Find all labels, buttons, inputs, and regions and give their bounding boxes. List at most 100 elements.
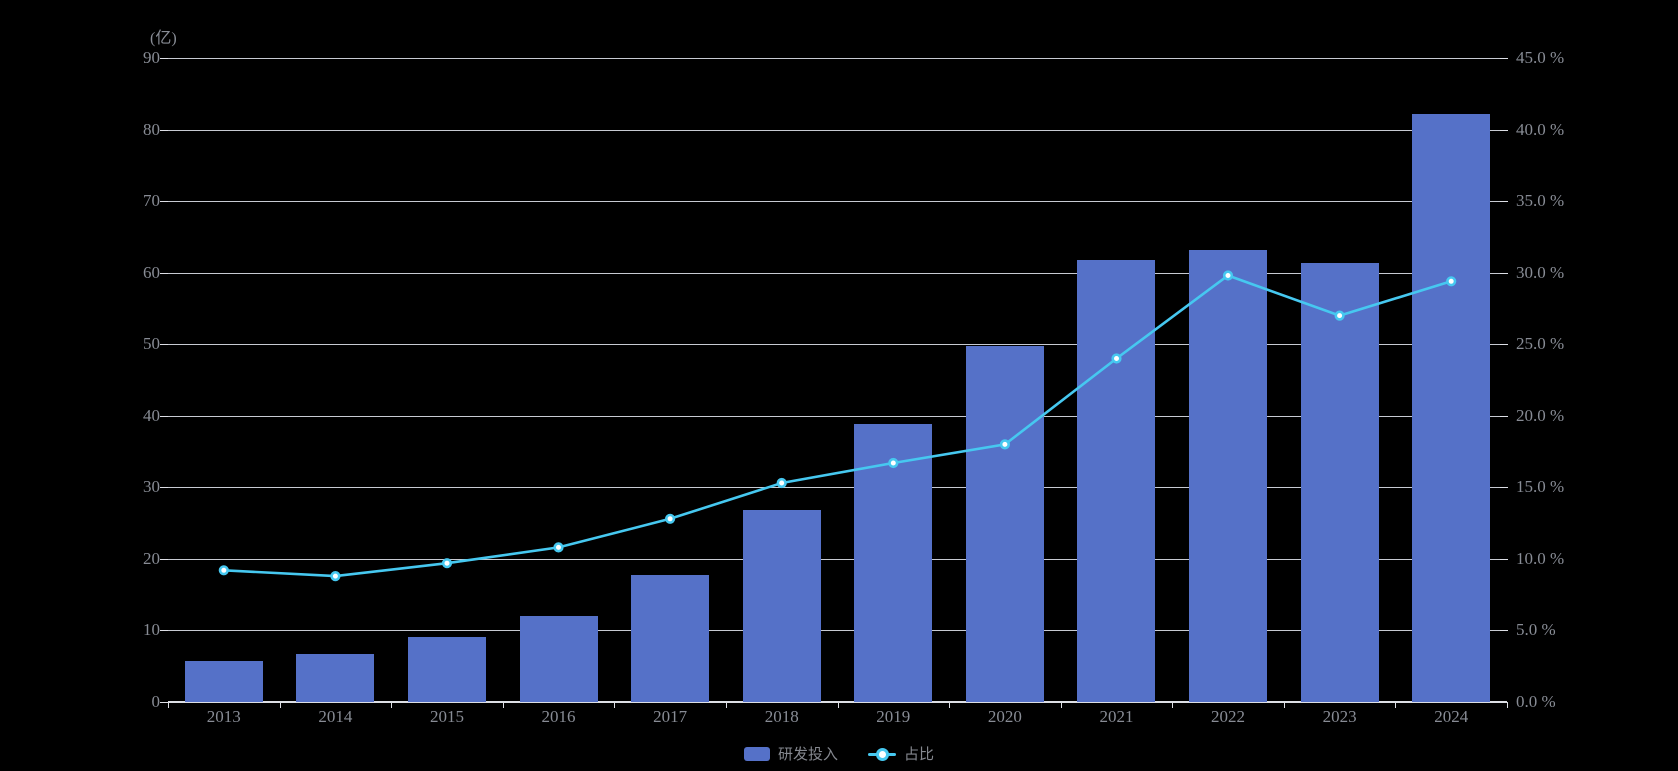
left-axis-tick [160, 702, 168, 703]
right-axis-tick [1500, 58, 1508, 59]
left-axis-tick [160, 129, 168, 131]
left-axis-tick-label: 80 [143, 119, 160, 139]
bar-2022[interactable] [1189, 249, 1268, 702]
left-axis-tick [160, 487, 168, 489]
right-axis-tick [1500, 415, 1508, 417]
ratio-point-2022[interactable] [1222, 270, 1234, 281]
right-axis-tick-label: 10.0 % [1516, 548, 1565, 568]
gridline [168, 558, 1507, 560]
bar-2016[interactable] [519, 616, 598, 702]
left-axis-tick [160, 58, 168, 59]
legend-item-bar-series[interactable]: 研发投入 [743, 743, 838, 764]
right-axis-tick [1500, 129, 1508, 131]
left-axis-tick-label: 0 [151, 692, 161, 711]
right-axis-tick [1500, 558, 1508, 560]
gridline [168, 58, 1507, 59]
x-axis-tick [279, 702, 281, 708]
left-axis-tick-label: 10 [143, 620, 160, 640]
legend-item-line-series[interactable]: 占比 [868, 743, 934, 764]
right-axis-tick-label: 40.0 % [1516, 119, 1565, 139]
right-axis-tick [1500, 272, 1508, 274]
ratio-point-2021[interactable] [1111, 353, 1122, 364]
left-axis-tick [160, 630, 168, 632]
x-axis-tick [391, 702, 393, 708]
bar-2020[interactable] [965, 346, 1044, 702]
bar-series-swatch-icon [743, 746, 770, 761]
bar-2018[interactable] [742, 510, 821, 702]
x-axis-tick [168, 702, 169, 708]
gridline [168, 201, 1507, 203]
x-axis-tick [1395, 702, 1397, 708]
x-axis-category-label: 2023 [1322, 707, 1357, 726]
right-axis-tick-label: 45.0 % [1516, 48, 1565, 67]
left-axis-tick-label: 50 [143, 334, 160, 354]
gridline [168, 272, 1507, 274]
bar-2014[interactable] [296, 654, 375, 702]
ratio-point-2020[interactable] [999, 439, 1011, 450]
ratio-point-2013[interactable] [218, 565, 229, 576]
legend-label-bar-series: 研发投入 [777, 747, 838, 763]
right-axis-tick-label: 5.0 % [1516, 620, 1556, 640]
ratio-point-2024[interactable] [1446, 276, 1457, 287]
x-axis-category-label: 2016 [541, 707, 576, 726]
gridline [168, 487, 1507, 489]
left-axis-tick-label: 20 [143, 548, 160, 568]
legend-label-line-series: 占比 [904, 747, 935, 763]
right-axis-tick [1500, 487, 1508, 489]
left-axis-tick [160, 415, 168, 417]
bar-2015[interactable] [407, 636, 486, 702]
right-axis-tick [1500, 201, 1508, 203]
gridline [168, 415, 1507, 417]
left-axis-tick [160, 272, 168, 274]
ratio-point-2019[interactable] [888, 457, 899, 469]
x-axis-tick [725, 702, 727, 708]
gridline [168, 129, 1507, 131]
left-axis-tick [160, 344, 168, 346]
x-axis-tick [502, 702, 504, 708]
ratio-line [223, 274, 1452, 578]
x-axis-tick [1283, 702, 1285, 708]
left-axis-tick-label: 40 [143, 405, 160, 425]
x-axis-category-label: 2019 [876, 707, 911, 726]
right-axis-tick-label: 35.0 % [1516, 191, 1565, 211]
bar-2013[interactable] [184, 661, 263, 702]
left-axis-tick-label: 30 [143, 477, 160, 497]
x-axis-category-label: 2022 [1211, 707, 1246, 726]
right-axis-tick-label: 15.0 % [1516, 477, 1565, 497]
left-axis-tick-label: 60 [143, 262, 160, 282]
right-axis-tick [1500, 344, 1508, 346]
ratio-point-2023[interactable] [1334, 310, 1345, 321]
bar-2017[interactable] [631, 575, 710, 702]
x-axis-tick [837, 702, 839, 708]
x-axis-category-label: 2013 [206, 707, 241, 726]
gridline [168, 630, 1507, 632]
ratio-point-2017[interactable] [665, 513, 676, 524]
right-axis-tick-label: 0.0 % [1516, 692, 1556, 711]
x-axis-tick [1060, 702, 1062, 708]
ratio-point-2016[interactable] [553, 542, 564, 553]
x-axis-category-label: 2017 [653, 707, 688, 726]
bar-2021[interactable] [1077, 259, 1156, 702]
line-series-marker-icon [868, 746, 896, 762]
bar-2019[interactable] [854, 423, 933, 702]
ratio-point-2018[interactable] [776, 477, 787, 489]
ratio-point-2015[interactable] [441, 558, 453, 569]
x-axis-tick [614, 702, 616, 708]
legend: 研发投入 占比 [0, 743, 1678, 764]
bar-2023[interactable] [1300, 262, 1379, 702]
right-axis-tick-label: 25.0 % [1516, 334, 1565, 354]
ratio-point-2014[interactable] [330, 570, 341, 582]
x-axis-category-label: 2015 [429, 707, 464, 726]
x-axis-category-label: 2018 [764, 707, 799, 726]
gridline [168, 344, 1507, 346]
x-axis-tick [949, 702, 951, 708]
right-axis-tick-label: 30.0 % [1516, 262, 1565, 282]
left-axis-tick [160, 201, 168, 203]
x-axis-tick [1507, 702, 1508, 708]
x-axis-category-label: 2021 [1099, 707, 1134, 726]
left-axis-unit-label: (亿) [150, 30, 177, 47]
right-axis-tick-label: 20.0 % [1516, 405, 1565, 425]
bar-2024[interactable] [1412, 113, 1491, 702]
